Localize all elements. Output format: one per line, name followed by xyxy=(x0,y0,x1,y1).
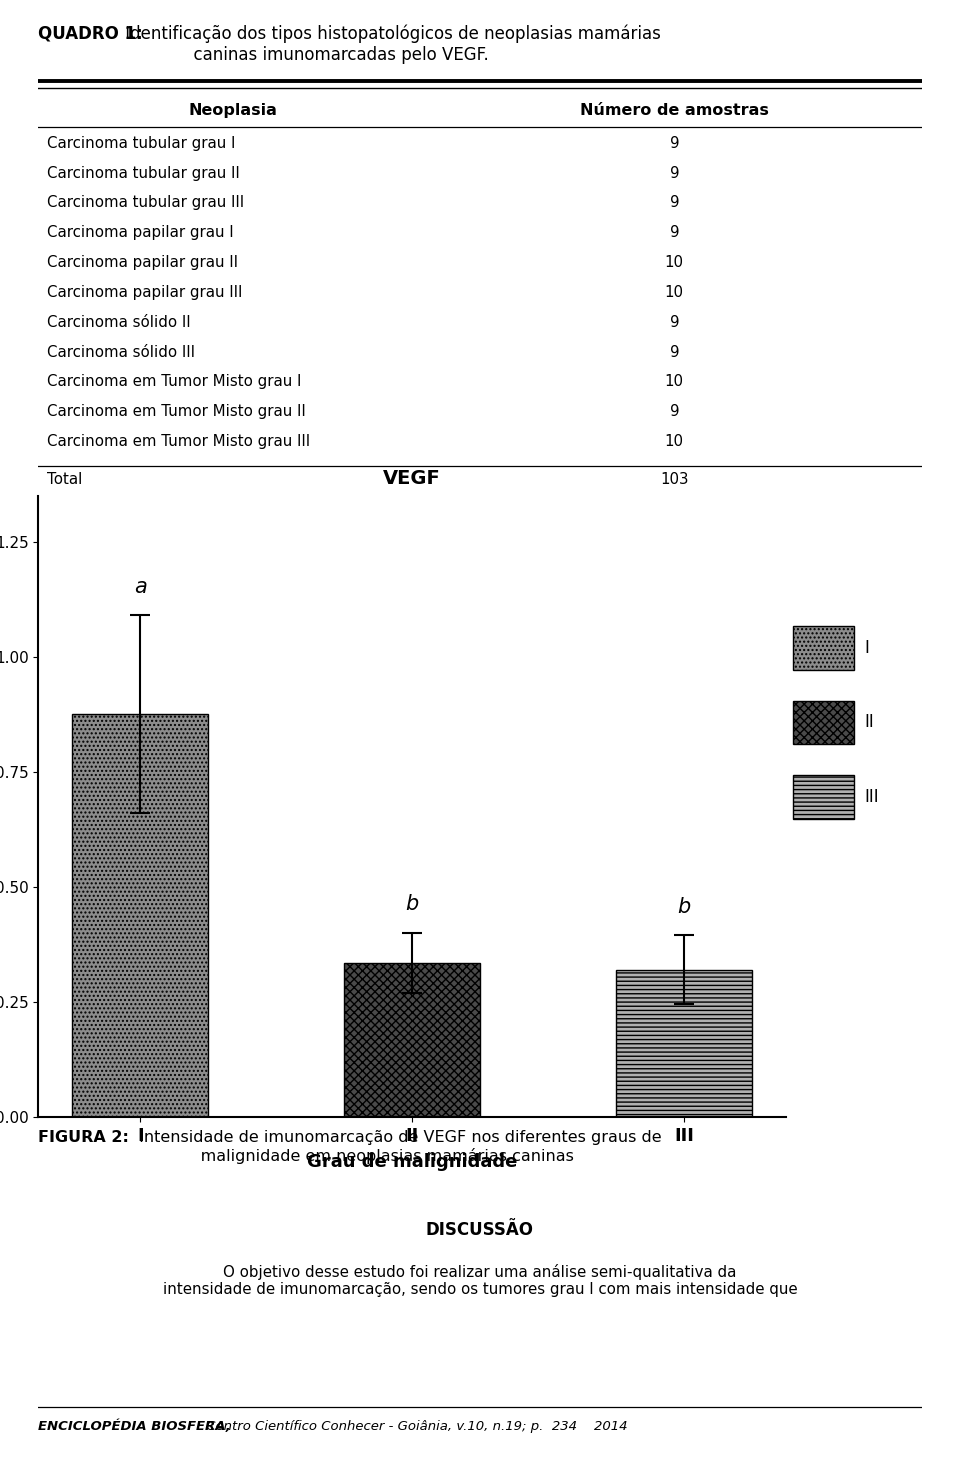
Text: ENCICLOPÉDIA BIOSFERA,: ENCICLOPÉDIA BIOSFERA, xyxy=(38,1420,231,1434)
Bar xyxy=(72,714,208,1117)
Text: O objetivo desse estudo foi realizar uma análise semi-qualitativa da
intensidade: O objetivo desse estudo foi realizar uma… xyxy=(162,1263,798,1297)
Bar xyxy=(793,776,853,818)
Text: 10: 10 xyxy=(665,374,684,390)
Bar xyxy=(793,626,853,670)
Text: Carcinoma sólido II: Carcinoma sólido II xyxy=(47,315,191,330)
Text: 9: 9 xyxy=(669,196,679,210)
Bar xyxy=(793,701,853,745)
Text: Carcinoma papilar grau I: Carcinoma papilar grau I xyxy=(47,225,234,240)
Text: Carcinoma papilar grau II: Carcinoma papilar grau II xyxy=(47,255,238,269)
Text: Número de amostras: Número de amostras xyxy=(580,103,769,118)
Text: Carcinoma tubular grau III: Carcinoma tubular grau III xyxy=(47,196,245,210)
Bar xyxy=(616,970,752,1117)
Text: Identificação dos tipos histopatológicos de neoplasias mamárias
              ca: Identificação dos tipos histopatológicos… xyxy=(120,25,660,63)
Text: Total: Total xyxy=(47,473,83,487)
Text: I: I xyxy=(865,639,870,657)
Title: VEGF: VEGF xyxy=(383,470,441,489)
Text: FIGURA 2:: FIGURA 2: xyxy=(38,1130,130,1145)
Text: a: a xyxy=(134,577,147,596)
Text: 9: 9 xyxy=(669,225,679,240)
Text: Carcinoma papilar grau III: Carcinoma papilar grau III xyxy=(47,286,243,300)
Text: Carcinoma em Tumor Misto grau II: Carcinoma em Tumor Misto grau II xyxy=(47,405,306,420)
Text: Carcinoma em Tumor Misto grau III: Carcinoma em Tumor Misto grau III xyxy=(47,434,310,449)
Text: Carcinoma sólido III: Carcinoma sólido III xyxy=(47,344,195,359)
Text: Carcinoma tubular grau II: Carcinoma tubular grau II xyxy=(47,165,240,181)
Text: Carcinoma em Tumor Misto grau I: Carcinoma em Tumor Misto grau I xyxy=(47,374,301,390)
Text: b: b xyxy=(677,896,690,917)
Text: 10: 10 xyxy=(665,255,684,269)
Text: 9: 9 xyxy=(669,165,679,181)
Text: DISCUSSÃO: DISCUSSÃO xyxy=(426,1222,534,1239)
Text: b: b xyxy=(405,895,419,914)
Text: Centro Científico Conhecer - Goiânia, v.10, n.19; p.  234    2014: Centro Científico Conhecer - Goiânia, v.… xyxy=(202,1420,627,1432)
X-axis label: Grau de malignidade: Grau de malignidade xyxy=(307,1153,517,1172)
Text: 103: 103 xyxy=(660,473,688,487)
Text: 9: 9 xyxy=(669,315,679,330)
Text: 10: 10 xyxy=(665,434,684,449)
Text: QUADRO 1:: QUADRO 1: xyxy=(38,25,143,43)
Text: Intensidade de imunomarcação de VEGF nos diferentes graus de
             malign: Intensidade de imunomarcação de VEGF nos… xyxy=(133,1130,661,1164)
Text: 9: 9 xyxy=(669,344,679,359)
Text: 9: 9 xyxy=(669,135,679,150)
Text: Neoplasia: Neoplasia xyxy=(188,103,277,118)
Text: II: II xyxy=(865,714,875,732)
Text: Carcinoma tubular grau I: Carcinoma tubular grau I xyxy=(47,135,235,150)
Text: 9: 9 xyxy=(669,405,679,420)
Bar xyxy=(344,963,480,1117)
Text: 10: 10 xyxy=(665,286,684,300)
Text: III: III xyxy=(865,788,879,807)
